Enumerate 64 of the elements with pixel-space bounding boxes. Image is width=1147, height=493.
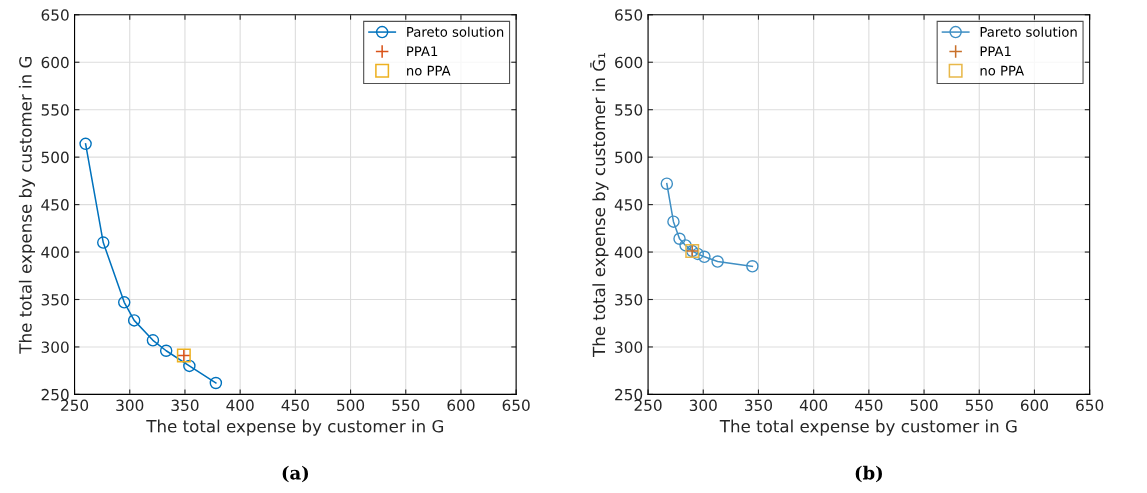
x-tick-label: 250 [61,399,89,412]
x-tick-label: 250 [634,399,662,412]
point [667,215,680,228]
y-axis-title: The total expense by customer in G [18,56,35,354]
point [209,376,223,390]
y-tick-label: 250 [615,388,643,401]
point [127,314,141,327]
x-tick-label: 650 [502,399,530,412]
legend-label: Pareto solution [980,26,1077,37]
y-tick-label: 650 [41,9,69,21]
y-tick-label: 650 [615,9,643,21]
x-tick-label: 650 [1076,399,1104,412]
point [673,232,686,246]
y-tick-label: 450 [614,199,643,211]
y-tick-label: 400 [614,246,643,259]
point [691,247,704,261]
x-tick-label: 300 [689,399,717,412]
point [679,239,692,252]
legend-label: PPA1 [980,46,1011,57]
text: (a) [282,465,309,483]
x-tick-label: 600 [1020,399,1049,412]
x-tick-label: 450 [281,399,309,412]
point [746,260,759,273]
x-tick-label: 600 [447,399,475,412]
x-tick-label: 550 [392,399,420,412]
y-tick-label: 300 [41,341,69,353]
legend-label: Pareto solution [407,26,504,37]
y-tick-label: 350 [41,293,69,306]
point [183,359,196,373]
x-tick-label: 550 [965,399,993,412]
x-tick-label: 450 [855,399,883,412]
x-tick-label: 400 [226,399,254,412]
x-tick-label: 350 [171,399,199,412]
legend-label: no PPA [407,65,451,76]
x-tick-label: 500 [910,399,938,412]
y-tick-label: 450 [41,199,69,211]
point [117,296,131,309]
y-axis-title: The total expense by customer in Ḡ₁ [590,53,609,358]
x-tick-label: 300 [116,399,144,412]
point [79,137,92,151]
point [146,334,160,347]
point [711,255,724,268]
y-tick-label: 350 [615,293,643,306]
y-tick-label: 600 [615,56,643,69]
y-tick-label: 600 [41,56,69,69]
legend-label: no PPA [980,65,1025,76]
text: (b) [855,465,882,483]
x-tick-label: 500 [337,399,365,412]
y-tick-label: 300 [615,341,643,353]
y-tick-label: 250 [41,388,69,401]
x-axis-title: The total expense by customer in G [146,419,444,436]
point [660,177,674,190]
x-tick-label: 350 [745,399,773,412]
x-tick-label: 400 [799,399,828,412]
x-axis-title: The total expense by customer in G [719,419,1017,436]
y-tick-label: 500 [41,151,69,164]
point [97,236,110,249]
y-tick-label: 550 [615,104,643,116]
legend-label: PPA1 [407,46,438,57]
y-tick-label: 400 [41,246,69,259]
point [159,344,173,357]
y-tick-label: 500 [615,151,643,164]
point [698,250,711,264]
y-tick-label: 550 [41,104,69,116]
